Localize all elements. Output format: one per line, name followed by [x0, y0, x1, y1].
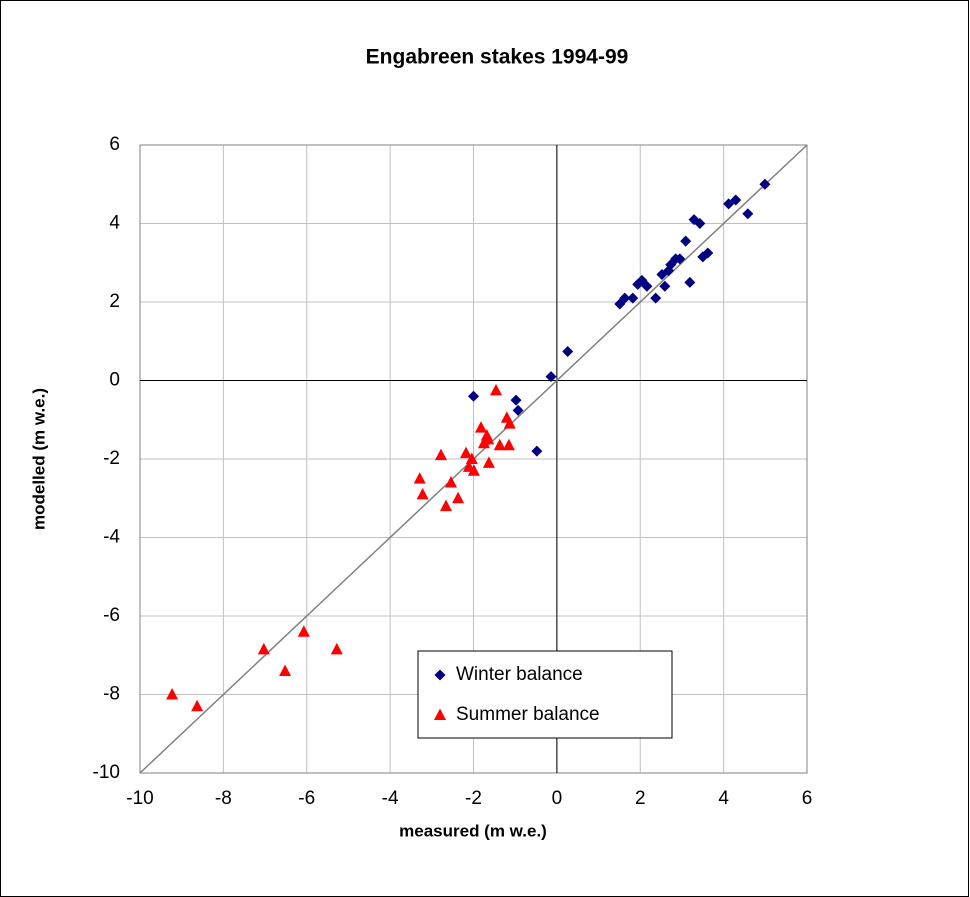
x-tick-label: 6	[802, 788, 813, 809]
y-tick-label: 2	[109, 291, 120, 312]
point	[279, 664, 292, 676]
point	[723, 198, 735, 210]
point	[452, 491, 465, 504]
point	[330, 642, 343, 655]
y-tick-label: 4	[109, 213, 120, 234]
point	[475, 421, 488, 433]
point	[493, 438, 506, 451]
y-tick-label: 0	[109, 370, 120, 391]
x-axis-label: measured (m w.e.)	[399, 821, 547, 840]
point	[702, 247, 714, 259]
y-tick-label: -10	[93, 762, 120, 783]
legend-marker	[434, 669, 446, 681]
x-tick-label: -8	[215, 788, 232, 809]
point	[413, 472, 426, 484]
point	[503, 417, 516, 429]
point	[650, 292, 662, 304]
x-tick-label: -4	[382, 788, 399, 809]
legend-label: Winter balance	[456, 664, 583, 685]
point	[759, 178, 771, 190]
point	[257, 642, 270, 655]
y-tick-label: -6	[103, 605, 120, 626]
y-tick-label: -8	[103, 684, 120, 705]
point	[562, 345, 574, 357]
point	[482, 432, 495, 445]
x-tick-label: 2	[635, 788, 646, 809]
point	[680, 235, 692, 247]
point	[627, 292, 639, 304]
x-tick-label: -6	[298, 788, 315, 809]
point	[502, 438, 515, 451]
point	[416, 487, 429, 500]
point	[531, 445, 543, 457]
point	[694, 218, 706, 229]
point	[482, 456, 495, 468]
point	[490, 383, 503, 396]
point	[191, 699, 204, 712]
point	[512, 404, 524, 416]
point	[510, 394, 522, 406]
x-tick-label: -10	[126, 788, 153, 809]
point	[468, 390, 479, 402]
point	[545, 371, 557, 383]
point	[730, 194, 742, 206]
point	[439, 499, 452, 512]
y-axis-label: modelled (m w.e.)	[29, 388, 48, 530]
point	[619, 292, 631, 304]
x-tick-label: 4	[718, 788, 729, 809]
legend-box	[417, 650, 673, 739]
point	[465, 452, 478, 464]
point	[467, 464, 480, 476]
point	[444, 476, 457, 488]
legend: Winter balance Summer balance	[417, 650, 673, 739]
x-tick-label: 0	[552, 788, 563, 809]
plot-frame	[139, 144, 808, 774]
y-tick-label: 6	[109, 134, 120, 155]
point	[434, 448, 447, 461]
x-tick-label: -2	[465, 788, 482, 809]
point	[641, 280, 653, 292]
point	[459, 446, 472, 459]
point	[297, 625, 310, 637]
point	[659, 280, 671, 292]
point	[684, 276, 696, 288]
point	[674, 253, 686, 265]
point	[166, 688, 179, 700]
legend-label: Summer balance	[456, 704, 600, 725]
chart-title: Engabreen stakes 1994-99	[366, 46, 629, 69]
legend-marker	[434, 708, 446, 720]
y-tick-label: -4	[103, 527, 120, 548]
y-tick-label: -2	[103, 448, 120, 469]
point	[742, 208, 754, 220]
